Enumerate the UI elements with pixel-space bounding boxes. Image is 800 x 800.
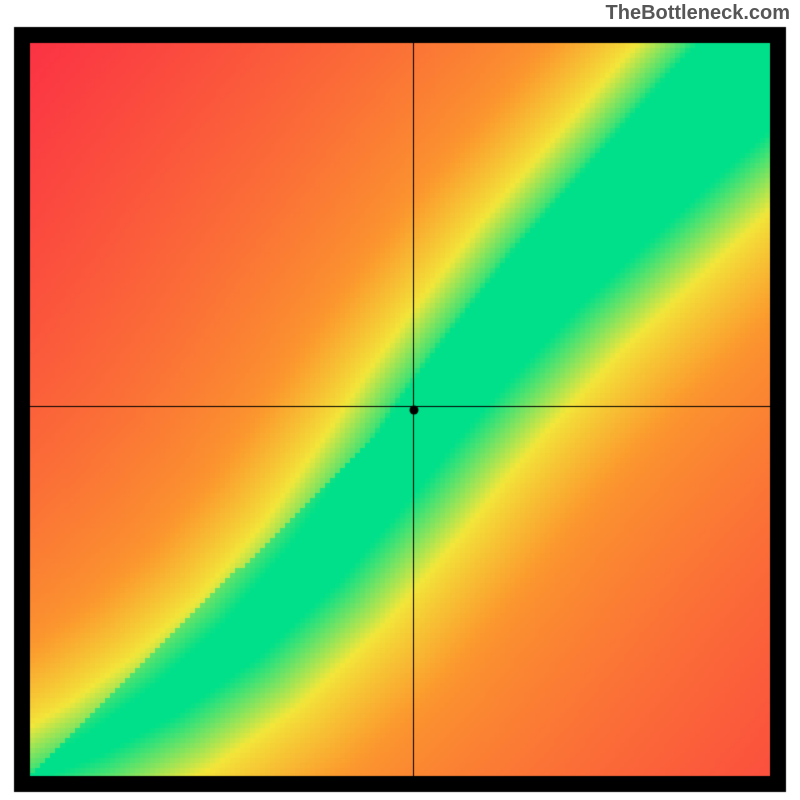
chart-container: TheBottleneck.com — [0, 0, 800, 800]
watermark-text: TheBottleneck.com — [606, 2, 790, 25]
bottleneck-heatmap — [0, 0, 800, 800]
